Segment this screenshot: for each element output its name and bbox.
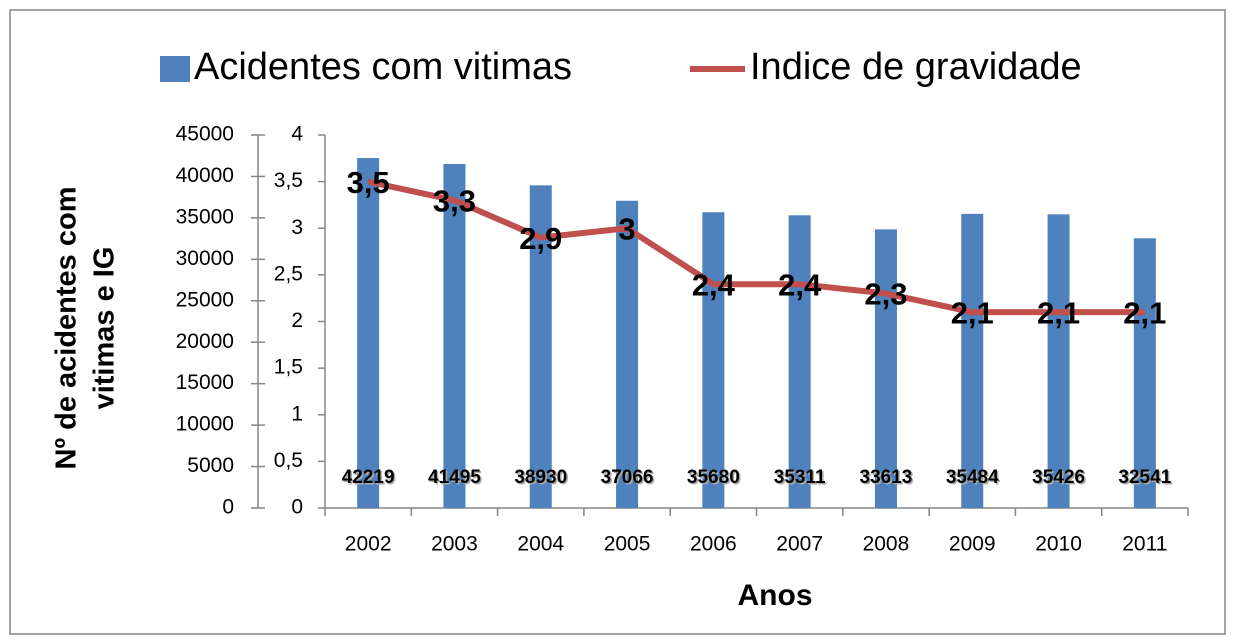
bar	[1133, 238, 1156, 508]
bar-value-shadow: 33613	[861, 469, 914, 490]
line-value-label: 3,3	[433, 183, 476, 218]
y-tick-label: 35000	[176, 205, 234, 228]
bar-value-label: 35426	[1032, 467, 1085, 488]
bar-value-label: 38930	[514, 467, 567, 488]
y2-tick-label: 2,5	[274, 262, 303, 285]
bar-value-label: 35484	[946, 467, 999, 488]
y2-tick-label: 2	[291, 309, 303, 332]
x-tick-label: 2008	[863, 533, 910, 556]
y-tick-label: 25000	[176, 288, 234, 311]
x-tick-label: 2002	[345, 533, 392, 556]
bar-value-shadow: 35484	[947, 469, 1000, 490]
y2-tick-label: 0,5	[274, 449, 303, 472]
bar	[1047, 214, 1070, 508]
y-tick-label: 0	[222, 496, 234, 519]
x-tick-label: 2004	[517, 533, 564, 556]
bar	[788, 215, 811, 509]
legend-label: Acidentes com vitimas	[194, 46, 572, 88]
y-tick-label: 40000	[176, 164, 234, 187]
legend-label: Indice de gravidade	[750, 46, 1082, 88]
y-tick-label: 15000	[176, 371, 234, 394]
bar-value-shadow: 35426	[1034, 469, 1087, 490]
line-value-label: 2,4	[692, 267, 736, 302]
bar-value-shadow: 41495	[430, 469, 483, 490]
line-series	[367, 178, 1145, 316]
bar-value-shadow: 37066	[602, 469, 655, 490]
bar	[961, 213, 984, 508]
x-tick-label: 2006	[690, 533, 737, 556]
bar-value-shadow: 42219	[343, 469, 396, 490]
bar-value-shadow: 35680	[688, 469, 741, 490]
y-axis-title: vitimas e IG	[89, 247, 121, 410]
bar-value-label: 32541	[1118, 467, 1171, 488]
x-tick-label: 2011	[1122, 533, 1167, 556]
y-tick-label: 30000	[176, 247, 234, 270]
line-value-label: 3,5	[347, 165, 390, 200]
y-tick-label: 45000	[176, 123, 234, 146]
x-tick-label: 2010	[1035, 533, 1082, 556]
line-value-label: 2,1	[1123, 295, 1166, 330]
line-value-label: 2,4	[778, 267, 822, 302]
bar-value-shadow: 32541	[1120, 469, 1173, 490]
y2-tick-label: 0	[291, 496, 303, 519]
y-tick-label: 10000	[176, 413, 234, 436]
bar-value-label: 41495	[428, 467, 481, 488]
x-tick-label: 2003	[431, 533, 478, 556]
bar	[357, 158, 380, 509]
y-tick-label: 20000	[176, 330, 234, 353]
line-value-label: 2,1	[1037, 295, 1080, 330]
line-value-label: 2,3	[864, 277, 907, 312]
y2-tick-label: 4	[291, 123, 303, 146]
y2-tick-label: 1	[291, 402, 303, 425]
x-tick-label: 2005	[604, 533, 651, 556]
bar	[529, 185, 552, 509]
bar	[616, 200, 639, 508]
bar-value-label: 35311	[774, 467, 826, 488]
bar-value-label: 37066	[601, 467, 654, 488]
line-value-label: 2,9	[519, 221, 562, 256]
bar-value-label: 35680	[687, 467, 740, 488]
line-value-label: 3	[618, 211, 635, 246]
line-value-label: 2,1	[951, 295, 994, 330]
y-axis-title: Nº de acidentes com	[51, 187, 83, 470]
bar-value-label: 42219	[342, 467, 395, 488]
bar-value-shadow: 38930	[516, 469, 569, 490]
legend-swatch	[160, 56, 190, 82]
x-tick-label: 2009	[949, 533, 996, 556]
x-tick-label: 2007	[776, 533, 823, 556]
bar	[443, 164, 466, 508]
bar-value-shadow: 35311	[775, 469, 827, 490]
y2-tick-label: 3	[291, 216, 303, 239]
bar-value-label: 33613	[860, 467, 913, 488]
bar	[874, 229, 897, 509]
y2-tick-label: 1,5	[274, 356, 303, 379]
bar	[702, 212, 725, 508]
y2-tick-label: 3,5	[274, 169, 303, 192]
x-axis-title: Anos	[738, 579, 813, 612]
y-tick-label: 5000	[187, 454, 234, 477]
